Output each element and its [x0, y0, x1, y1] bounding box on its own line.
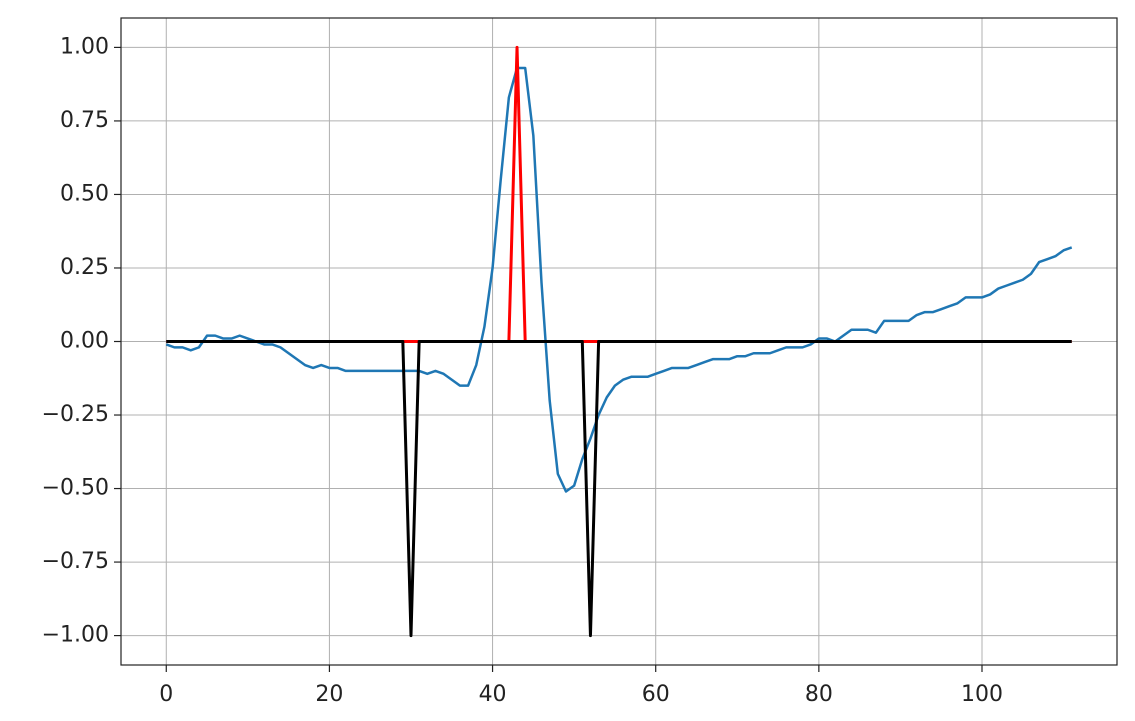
y-tick-label: 0.25	[60, 255, 109, 280]
y-tick-label: 0.75	[60, 108, 109, 133]
series-line	[165, 66, 1073, 493]
y-tick-label: 0.00	[60, 329, 109, 354]
y-tick-label: −1.00	[42, 623, 109, 648]
x-tick-label: 80	[805, 682, 833, 707]
y-tick-label: −0.50	[42, 476, 109, 501]
x-tick-label: 0	[159, 682, 173, 707]
series-line	[166, 340, 1072, 638]
plot-frame	[120, 17, 1118, 666]
x-tick-label: 60	[642, 682, 670, 707]
y-tick-label: −0.75	[42, 549, 109, 574]
y-tick-label: 1.00	[60, 34, 109, 59]
y-tick-label: 0.50	[60, 181, 109, 206]
y-tick-label: −0.25	[42, 402, 109, 427]
x-tick-label: 20	[315, 682, 343, 707]
x-tick-label: 40	[479, 682, 507, 707]
x-tick-label: 100	[961, 682, 1003, 707]
